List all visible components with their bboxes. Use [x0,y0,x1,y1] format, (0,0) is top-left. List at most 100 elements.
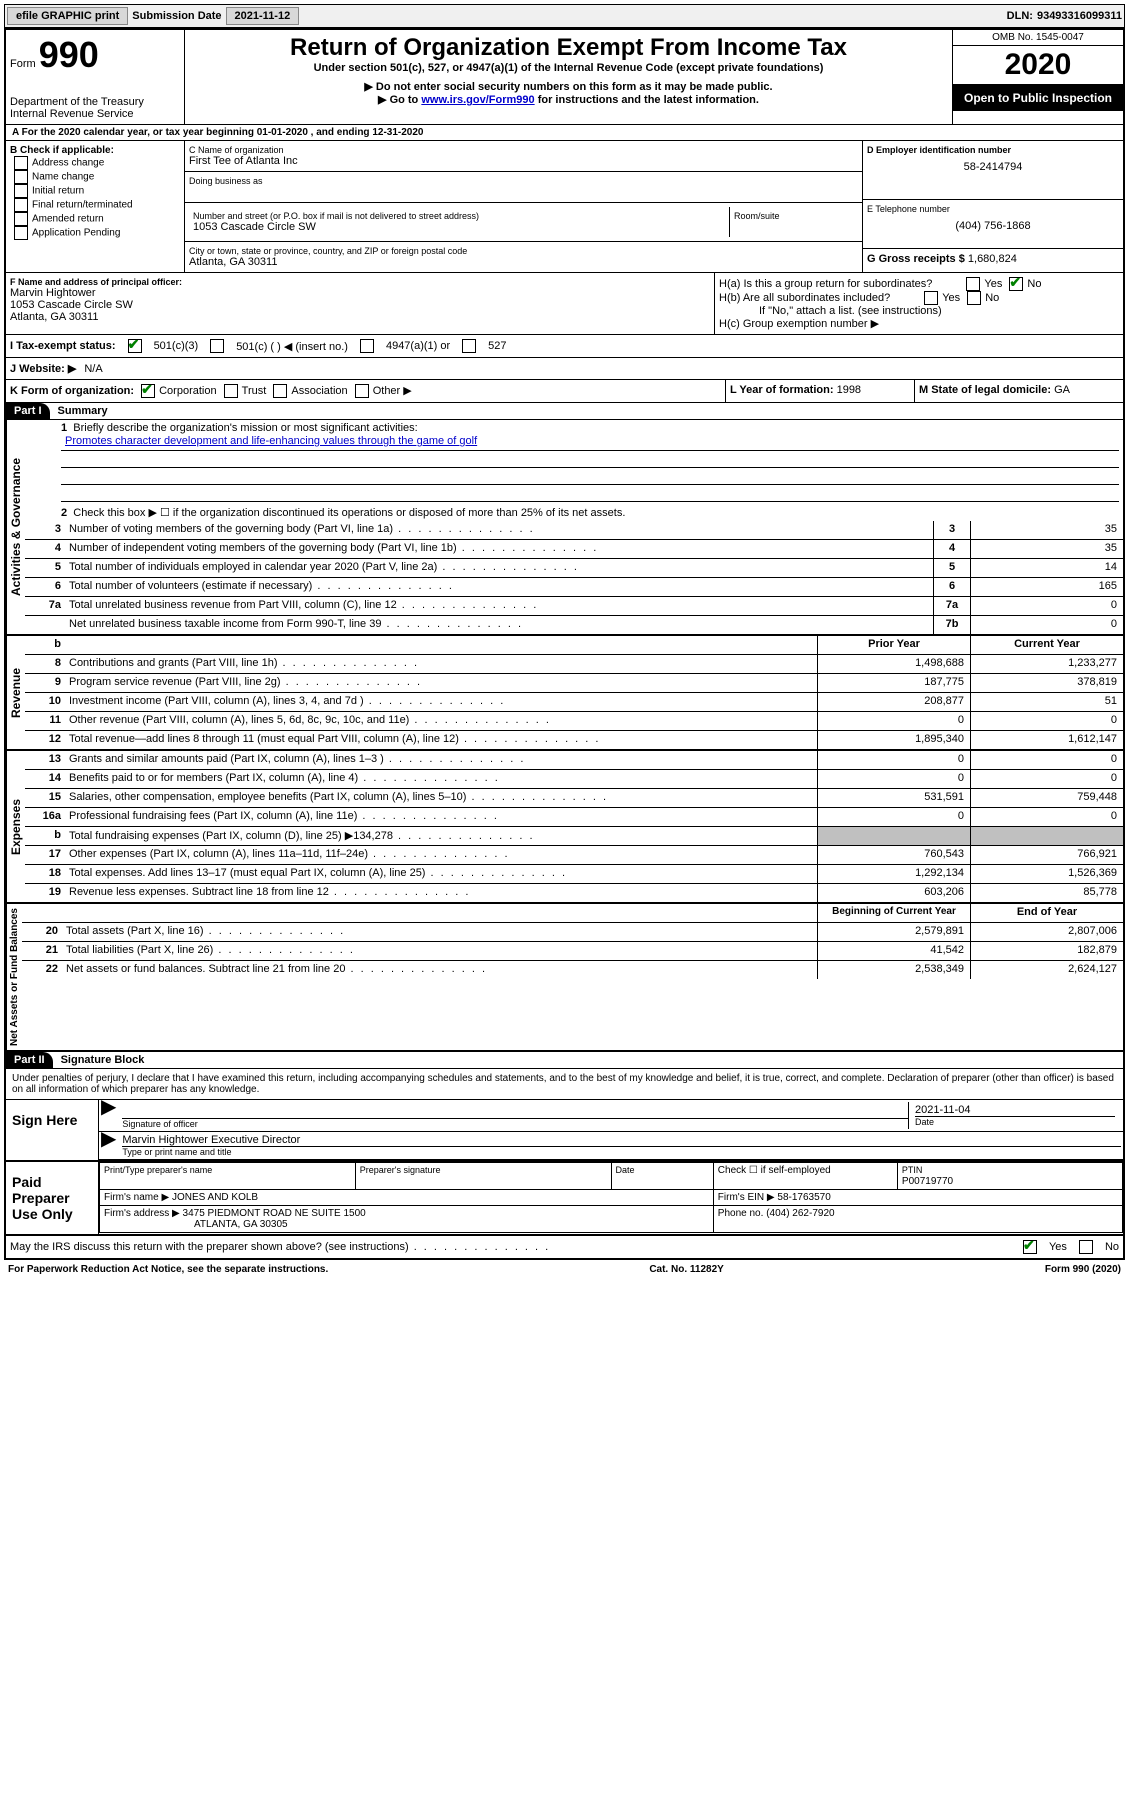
i-501c[interactable] [210,339,224,353]
line-desc: Salaries, other compensation, employee b… [65,789,817,807]
line-desc: Total number of individuals employed in … [65,559,933,577]
j-label: J Website: ▶ [10,362,76,375]
prep-sig-label: Preparer's signature [360,1165,441,1175]
line-value: 0 [970,597,1123,615]
prior-value: 2,538,349 [817,961,970,979]
top-bar: efile GRAPHIC print Submission Date 2021… [4,4,1125,28]
part2-header: Part II Signature Block [6,1052,1123,1069]
k-assoc[interactable] [273,384,287,398]
tab-expenses: Expenses [6,751,25,902]
officer-label: F Name and address of principal officer: [10,277,710,287]
note2-prefix: ▶ Go to [378,94,421,106]
hb-yes[interactable] [924,291,938,305]
check-initial[interactable] [14,184,28,198]
l-value: 1998 [837,384,861,396]
discuss-yes[interactable] [1023,1240,1037,1254]
perjury-text: Under penalties of perjury, I declare th… [6,1069,1123,1100]
section-fh: F Name and address of principal officer:… [6,273,1123,335]
opt-amended: Amended return [32,214,104,225]
line-desc: Revenue less expenses. Subtract line 18 … [65,884,817,902]
city-label: City or town, state or province, country… [189,246,858,256]
prior-value: 1,498,688 [817,655,970,673]
gross-value: 1,680,824 [968,253,1017,265]
form-subtitle: Under section 501(c), 527, or 4947(a)(1)… [189,62,948,74]
page-footer: For Paperwork Reduction Act Notice, see … [4,1260,1125,1279]
officer-addr2: Atlanta, GA 30311 [10,311,710,323]
sign-here-label: Sign Here [6,1100,99,1160]
line-value: 35 [970,521,1123,539]
part1-header: Part I Summary [6,403,1123,420]
i-501c3[interactable] [128,339,142,353]
ha-label: H(a) Is this a group return for subordin… [719,278,932,290]
i-4947[interactable] [360,339,374,353]
discuss-no[interactable] [1079,1240,1093,1254]
prior-value: 0 [817,770,970,788]
line-num: 13 [25,751,65,769]
line-desc: Total assets (Part X, line 16) [62,923,817,941]
k-other[interactable] [355,384,369,398]
current-value [970,827,1123,845]
form-header: Form 990 Department of the Treasury Inte… [6,30,1123,125]
i-o4: 527 [488,340,506,352]
current-value: 2,807,006 [970,923,1123,941]
form-number: 990 [39,34,99,75]
line-desc: Total number of volunteers (estimate if … [65,578,933,596]
check-amended[interactable] [14,212,28,226]
line-num: 11 [25,712,65,730]
m-label: M State of legal domicile: [919,384,1051,396]
hdr-end: End of Year [970,904,1123,922]
submission-date[interactable]: 2021-11-12 [226,7,300,25]
irs-link[interactable]: www.irs.gov/Form990 [421,94,534,106]
col-b-checkboxes: B Check if applicable: Address change Na… [6,141,185,272]
ein-value: 58-2414794 [867,161,1119,173]
part2-badge: Part II [6,1052,53,1068]
current-value: 759,448 [970,789,1123,807]
form-title: Return of Organization Exempt From Incom… [189,34,948,62]
current-value: 182,879 [970,942,1123,960]
line-desc: Total unrelated business revenue from Pa… [65,597,933,615]
line-num: 12 [25,731,65,749]
prior-value: 0 [817,808,970,826]
check-pending[interactable] [14,226,28,240]
arrow-icon: ▶ [101,1102,116,1129]
paid-preparer-section: Paid Preparer Use Only Print/Type prepar… [6,1162,1123,1236]
dept-irs: Internal Revenue Service [10,108,180,120]
public-inspection: Open to Public Inspection [953,85,1123,111]
hb-no[interactable] [967,291,981,305]
i-527[interactable] [462,339,476,353]
line-num [25,616,65,634]
ha-yes[interactable] [966,277,980,291]
efile-button[interactable]: efile GRAPHIC print [7,7,128,25]
city-value: Atlanta, GA 30311 [189,256,858,268]
form-container: Form 990 Department of the Treasury Inte… [4,28,1125,1260]
street-value: 1053 Cascade Circle SW [193,221,725,233]
firm-phone: (404) 262-7920 [766,1208,834,1219]
line-num: 20 [22,923,62,941]
ha-no[interactable] [1009,277,1023,291]
k-trust[interactable] [224,384,238,398]
line-num: 18 [25,865,65,883]
line-num: 8 [25,655,65,673]
row-km: K Form of organization: Corporation Trus… [6,380,1123,403]
prior-value: 41,542 [817,942,970,960]
current-value: 0 [970,808,1123,826]
phone-label: E Telephone number [867,204,1119,214]
k-corp[interactable] [141,384,155,398]
line-desc: Total expenses. Add lines 13–17 (must eq… [65,865,817,883]
line-desc: Total liabilities (Part X, line 26) [62,942,817,960]
row-a-period: A For the 2020 calendar year, or tax yea… [6,125,1123,141]
line-num: 4 [25,540,65,558]
k-label: K Form of organization: [10,385,134,397]
arrow-icon-2: ▶ [101,1134,116,1157]
line-num: 21 [22,942,62,960]
check-name[interactable] [14,170,28,184]
line-desc: Other revenue (Part VIII, column (A), li… [65,712,817,730]
check-final[interactable] [14,198,28,212]
form-note1: ▶ Do not enter social security numbers o… [189,80,948,93]
line-num: 10 [25,693,65,711]
hdr-prior: Prior Year [817,636,970,654]
org-name-label: C Name of organization [189,145,858,155]
k-o2: Trust [242,385,267,397]
check-address[interactable] [14,156,28,170]
sign-here-section: Sign Here ▶ Signature of officer 2021-11… [6,1100,1123,1162]
